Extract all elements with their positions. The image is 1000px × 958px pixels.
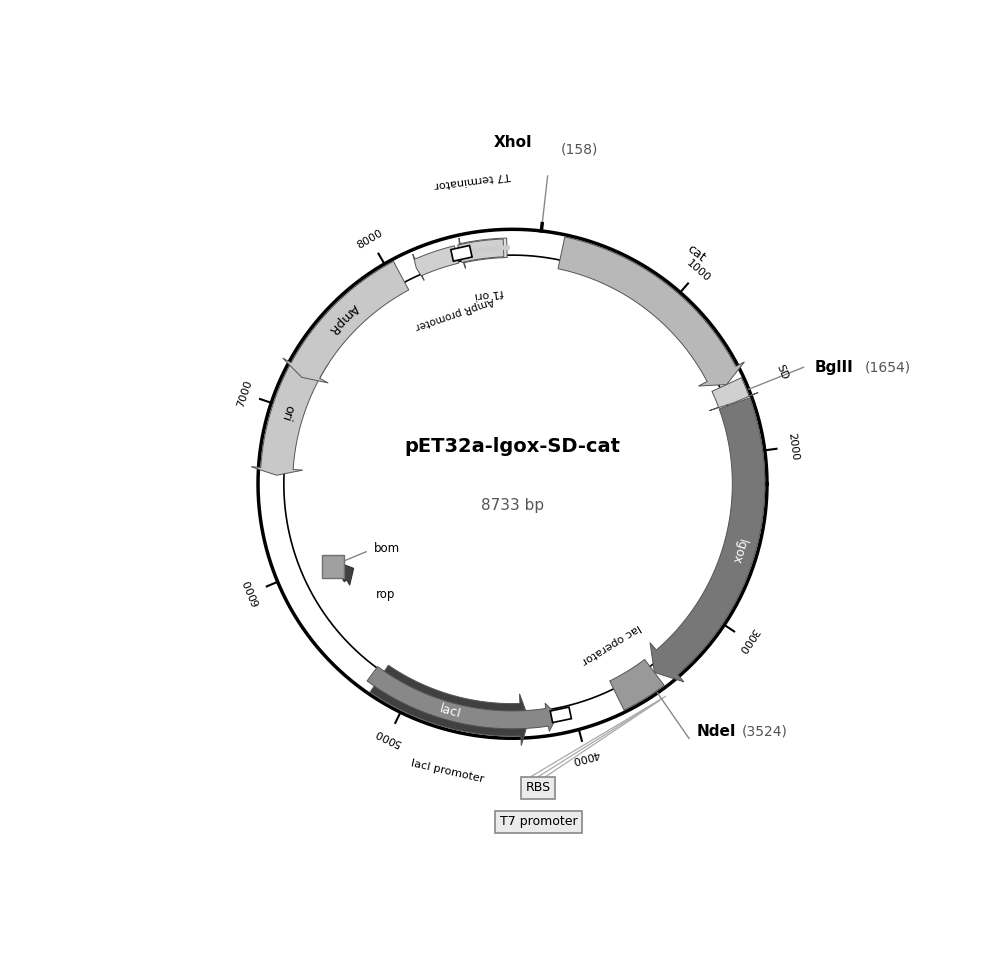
Text: 8000: 8000 <box>356 228 385 251</box>
Text: 3000: 3000 <box>736 626 760 655</box>
Bar <box>550 707 571 722</box>
Text: (158): (158) <box>560 143 598 156</box>
Bar <box>459 248 477 256</box>
Polygon shape <box>458 239 504 262</box>
Polygon shape <box>650 398 765 682</box>
Bar <box>466 247 484 255</box>
Text: RBS: RBS <box>526 781 551 794</box>
Text: cat: cat <box>685 241 708 264</box>
Polygon shape <box>283 262 409 383</box>
Text: 7000: 7000 <box>235 379 254 409</box>
Polygon shape <box>413 246 459 281</box>
Polygon shape <box>251 347 328 475</box>
Text: lacI promoter: lacI promoter <box>410 759 485 785</box>
Text: lacI: lacI <box>438 702 463 720</box>
Bar <box>492 245 510 251</box>
Bar <box>472 246 491 253</box>
Text: 8733 bp: 8733 bp <box>481 498 544 513</box>
Bar <box>322 556 344 578</box>
Polygon shape <box>709 377 758 411</box>
Text: 6000: 6000 <box>242 578 262 607</box>
Bar <box>486 245 504 251</box>
Bar <box>451 245 472 262</box>
Text: BglII: BglII <box>815 360 853 375</box>
Text: lgox: lgox <box>729 536 749 565</box>
Text: NdeI: NdeI <box>696 723 736 739</box>
Text: 1000: 1000 <box>685 259 713 285</box>
Text: AmpR promoter: AmpR promoter <box>413 295 495 331</box>
Text: (3524): (3524) <box>742 724 788 738</box>
Text: rop: rop <box>376 588 395 601</box>
Text: bom: bom <box>373 541 400 555</box>
Polygon shape <box>610 659 664 710</box>
Polygon shape <box>558 237 744 386</box>
Text: 5000: 5000 <box>373 727 403 748</box>
Text: lac operator: lac operator <box>580 622 642 666</box>
Text: T7 promoter: T7 promoter <box>500 815 577 828</box>
Bar <box>479 246 497 252</box>
Text: (1654): (1654) <box>865 360 911 375</box>
FancyArrow shape <box>337 562 354 585</box>
Text: pET32a-lgox-SD-cat: pET32a-lgox-SD-cat <box>404 438 620 456</box>
Text: ori: ori <box>279 403 296 422</box>
Text: f1 ori: f1 ori <box>474 286 504 300</box>
Polygon shape <box>367 667 557 731</box>
Text: 4000: 4000 <box>571 748 601 765</box>
Text: XhoI: XhoI <box>494 135 533 149</box>
Text: AmpR: AmpR <box>326 301 361 336</box>
Text: SD: SD <box>774 363 789 381</box>
Polygon shape <box>370 665 529 745</box>
Polygon shape <box>459 238 507 268</box>
Text: T7 terminator: T7 terminator <box>434 171 511 191</box>
Text: 2000: 2000 <box>786 432 799 461</box>
